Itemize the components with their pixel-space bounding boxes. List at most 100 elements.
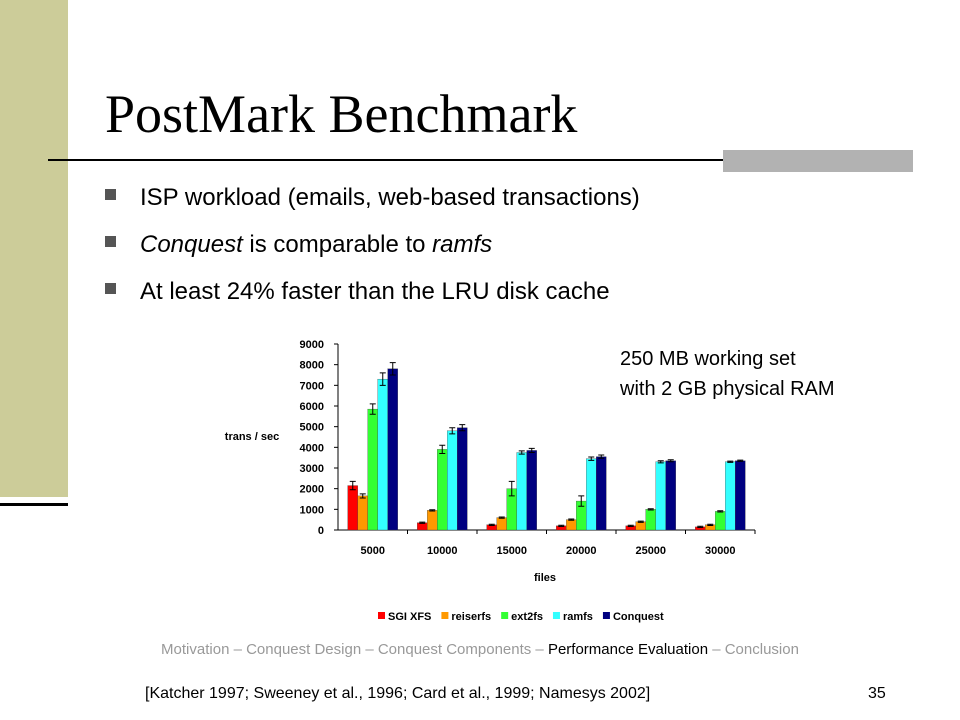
title-accent — [723, 150, 913, 172]
nav-item: Performance Evaluation — [548, 641, 708, 658]
y-tick-label: 3000 — [300, 463, 324, 475]
error-bar — [359, 493, 366, 499]
bar — [447, 430, 458, 531]
error-bar — [598, 454, 605, 459]
error-bar — [488, 523, 495, 526]
bar — [496, 517, 507, 531]
y-tick-label: 4000 — [300, 442, 324, 454]
citation: [Katcher 1997; Sweeney et al., 1996; Car… — [145, 685, 650, 702]
x-tick-label: 25000 — [635, 545, 666, 557]
error-bar — [369, 403, 376, 415]
bullet-span: Conquest — [140, 231, 244, 258]
bullet-text: ISP workload (emails, web-based transact… — [140, 184, 640, 211]
bar — [635, 521, 646, 531]
bar — [427, 510, 438, 531]
bullet — [105, 236, 116, 247]
legend-swatch — [441, 612, 449, 619]
error-bar — [518, 450, 525, 455]
bullet-text: Conquest is comparable to ramfs — [140, 231, 492, 258]
error-bar — [588, 456, 595, 461]
y-tick-label: 0 — [318, 525, 324, 537]
error-bar — [717, 510, 724, 513]
bar — [655, 461, 666, 531]
legend-label: reiserfs — [451, 611, 491, 623]
x-tick-label: 15000 — [496, 545, 527, 557]
error-bar — [727, 460, 734, 463]
error-bar — [528, 447, 535, 453]
side-line — [0, 503, 68, 506]
legend-swatch — [602, 612, 610, 619]
bullet-span: is comparable to — [243, 231, 432, 258]
bar — [735, 460, 746, 531]
y-tick-label: 7000 — [300, 380, 324, 392]
bar — [457, 427, 468, 531]
bullet — [105, 189, 116, 200]
error-bar — [697, 525, 704, 529]
error-bar — [419, 521, 426, 524]
legend-label: ramfs — [563, 611, 593, 623]
bar — [347, 485, 358, 531]
legend-label: SGI XFS — [388, 611, 431, 623]
nav-item: Motivation – Conquest Design – Conquest … — [161, 641, 548, 658]
x-axis-label: files — [534, 572, 556, 584]
y-tick-label: 8000 — [300, 360, 324, 372]
bar — [725, 461, 736, 531]
bar — [665, 460, 676, 531]
error-bar — [349, 480, 356, 491]
error-bar — [657, 460, 664, 464]
error-bar — [637, 520, 644, 523]
y-tick-label: 1000 — [300, 504, 324, 516]
nav-item: – Conclusion — [708, 641, 799, 658]
note: with 2 GB physical RAM — [619, 378, 835, 400]
bullet — [105, 283, 116, 294]
legend-label: Conquest — [613, 611, 664, 623]
bullet-span: ramfs — [432, 231, 492, 258]
bar — [387, 368, 398, 531]
error-bar — [498, 516, 505, 519]
legend-swatch — [501, 612, 509, 619]
bar — [526, 450, 537, 531]
slide-title: PostMark Benchmark — [105, 84, 577, 144]
bullet-text: At least 24% faster than the LRU disk ca… — [140, 278, 610, 305]
title-rule — [48, 159, 913, 161]
bar — [357, 495, 368, 531]
bar — [566, 519, 577, 531]
error-bar — [439, 444, 446, 455]
page-number: 35 — [868, 685, 886, 702]
error-bar — [568, 518, 575, 521]
error-bar — [627, 524, 634, 527]
error-bar — [707, 523, 714, 526]
bar — [367, 408, 378, 531]
x-tick-label: 30000 — [705, 545, 736, 557]
bar — [715, 511, 726, 531]
y-tick-label: 2000 — [300, 484, 324, 496]
error-bar — [647, 508, 654, 511]
side-bar — [0, 0, 68, 497]
y-tick-label: 6000 — [300, 401, 324, 413]
error-bar — [449, 427, 456, 435]
error-bar — [558, 524, 565, 527]
x-tick-label: 20000 — [566, 545, 597, 557]
error-bar — [459, 424, 466, 432]
x-tick-label: 5000 — [361, 545, 385, 557]
error-bar — [667, 459, 674, 463]
bar — [437, 449, 448, 531]
legend-label: ext2fs — [511, 611, 543, 623]
bar — [596, 456, 607, 531]
error-bar — [578, 495, 585, 507]
error-bar — [737, 459, 744, 462]
bar — [586, 458, 597, 531]
x-tick-label: 10000 — [427, 545, 458, 557]
error-bar — [379, 372, 386, 386]
bar — [377, 378, 388, 531]
legend-swatch — [552, 612, 560, 619]
bar — [516, 452, 527, 531]
error-bar — [429, 509, 436, 512]
error-bar — [508, 480, 515, 497]
bullet-span: At least 24% faster than the LRU disk ca… — [140, 278, 610, 305]
bar — [645, 509, 656, 531]
legend-swatch — [378, 612, 385, 619]
note: 250 MB working set — [620, 348, 796, 370]
error-bar — [389, 362, 396, 376]
